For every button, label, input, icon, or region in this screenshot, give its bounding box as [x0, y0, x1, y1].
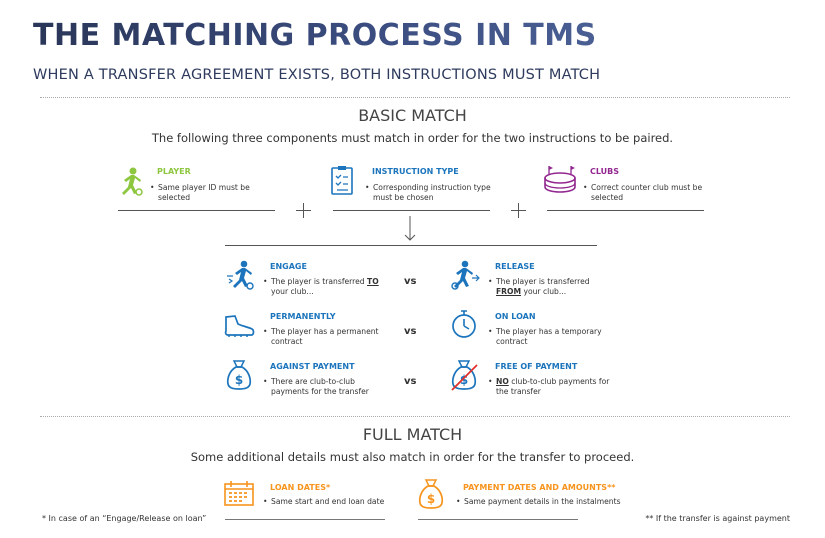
svg-text:$: $	[460, 373, 468, 387]
option-title: ON LOAN	[495, 312, 536, 321]
option-title: FREE OF PAYMENT	[495, 362, 578, 371]
option-title: PERMANENTLY	[270, 312, 336, 321]
money-bag-icon: $	[226, 360, 252, 390]
vs: vs	[404, 276, 417, 287]
vs: vs	[404, 376, 417, 387]
svg-text:$: $	[235, 373, 243, 387]
stopwatch-icon	[452, 310, 476, 338]
section-intro: Some additional details must also match …	[190, 450, 635, 464]
footnote: * In case of an “Engage/Release on loan”	[42, 514, 207, 523]
release-icon	[451, 260, 480, 290]
subtitle: WHEN A TRANSFER AGREEMENT EXISTS, BOTH I…	[33, 67, 601, 83]
option-desc: There are club-to-club payments for the …	[263, 377, 386, 396]
svg-text:$: $	[427, 492, 435, 506]
option-title: RELEASE	[495, 262, 535, 271]
option-desc: The player has a temporary contract	[488, 327, 606, 346]
calendar-icon	[224, 481, 254, 506]
option-desc: The player is transferred FROM your club…	[488, 277, 606, 296]
title: THE MATCHING PROCESS IN TMS	[33, 18, 597, 53]
divider	[40, 416, 790, 417]
section-intro: The following three components must matc…	[151, 131, 674, 145]
footnote: ** If the transfer is against payment	[645, 514, 790, 523]
plus	[296, 203, 311, 218]
component-desc: Same player ID must be selected	[150, 183, 253, 202]
desc-text: The player is transferred	[496, 277, 590, 286]
desc-emphasis: NO	[496, 377, 509, 386]
vs: vs	[404, 326, 417, 337]
free-icon: $	[451, 360, 478, 391]
component-title: PLAYER	[157, 167, 191, 176]
option-desc: NO club-to-club payments for the transfe…	[488, 377, 611, 396]
component-title: CLUBS	[590, 167, 620, 176]
desc-emphasis: TO	[367, 277, 379, 286]
engage-icon	[227, 260, 254, 290]
section-heading: BASIC MATCH	[358, 106, 467, 125]
desc-text: The player is transferred	[271, 277, 365, 286]
arrow	[404, 216, 416, 241]
money-bag-icon: $	[418, 479, 444, 509]
desc-text: your club...	[271, 286, 314, 296]
item-title: LOAN DATES*	[270, 483, 331, 492]
clipboard-icon	[331, 166, 353, 195]
item-title: PAYMENT DATES AND AMOUNTS**	[463, 483, 616, 492]
boot-icon	[224, 315, 255, 337]
stadium-icon	[544, 166, 576, 193]
rule	[418, 519, 578, 520]
desc-emphasis: FROM	[496, 286, 522, 296]
desc-text: club-to-club payments for the transfer	[496, 377, 610, 396]
plus	[511, 203, 526, 218]
component-title: INSTRUCTION TYPE	[372, 167, 459, 176]
component-desc: Corresponding instruction type must be c…	[365, 183, 491, 202]
divider	[40, 97, 790, 98]
desc-text: your club...	[523, 286, 567, 296]
component-desc: Correct counter club must be selected	[583, 183, 709, 202]
rule	[118, 210, 275, 211]
option-title: AGAINST PAYMENT	[270, 362, 355, 371]
option-desc: The player is transferred TO your club..…	[263, 277, 381, 296]
section-heading: FULL MATCH	[362, 425, 463, 444]
rule	[333, 210, 490, 211]
rule	[225, 519, 385, 520]
option-title: ENGAGE	[270, 262, 307, 271]
item-desc: Same payment details in the instalments	[456, 497, 644, 507]
rule	[225, 245, 597, 246]
rule	[547, 210, 704, 211]
player-icon	[122, 167, 143, 196]
item-desc: Same start and end loan date	[263, 497, 401, 507]
option-desc: The player has a permanent contract	[263, 327, 381, 346]
